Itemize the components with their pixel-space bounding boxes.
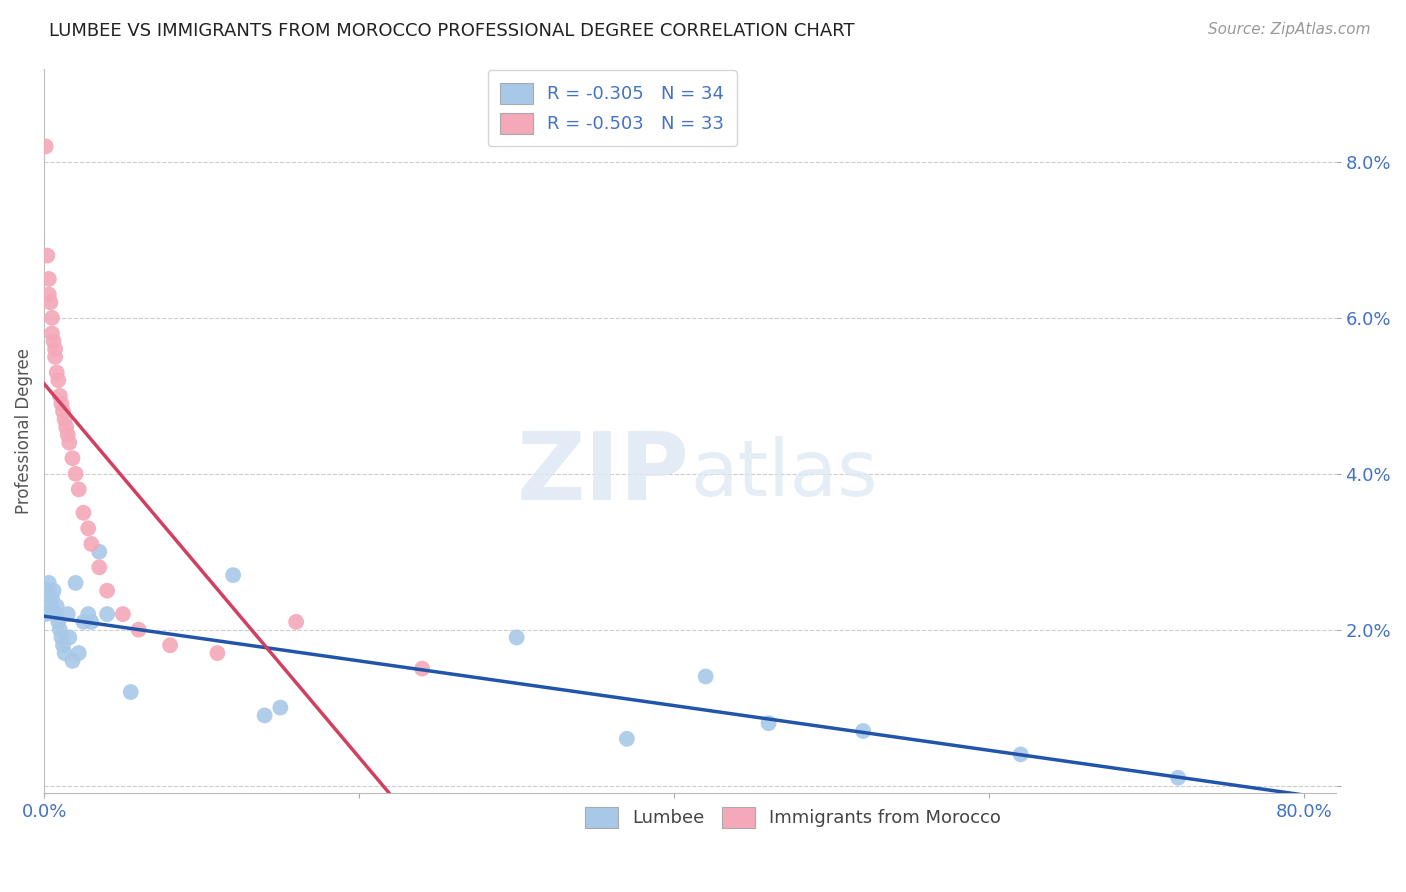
Text: Source: ZipAtlas.com: Source: ZipAtlas.com [1208,22,1371,37]
Point [41,310,63,325]
Point [89,560,111,574]
Point [38,575,60,590]
Point [44,607,66,621]
Y-axis label: Professional Degree: Professional Degree [15,348,32,514]
Point [207,646,229,660]
Text: ZIP: ZIP [517,428,690,520]
Point [65,575,87,590]
Point [1167,771,1189,785]
Point [52,638,75,652]
Point [111,607,134,621]
Point [758,716,780,731]
Point [51,631,73,645]
Point [695,669,717,683]
Point [159,638,181,652]
Point [46,373,69,387]
Legend: Lumbee, Immigrants from Morocco: Lumbee, Immigrants from Morocco [578,800,1008,835]
Point [72,615,94,629]
Point [37,583,59,598]
Point [56,427,79,442]
Point [96,583,118,598]
Point [45,599,67,614]
Point [41,591,63,606]
Point [51,397,73,411]
Point [45,366,67,380]
Point [53,412,76,426]
Point [616,731,638,746]
Point [38,272,60,286]
Point [58,631,80,645]
Point [89,545,111,559]
Point [77,607,100,621]
Point [269,700,291,714]
Point [77,521,100,535]
Point [41,326,63,341]
Point [65,467,87,481]
Point [37,249,59,263]
Point [58,435,80,450]
Point [49,389,72,403]
Point [53,646,76,660]
Point [42,334,65,349]
Point [39,599,62,614]
Point [44,350,66,364]
Point [67,646,90,660]
Point [34,607,56,621]
Point [253,708,276,723]
Point [285,615,308,629]
Point [62,451,84,466]
Point [46,615,69,629]
Point [852,724,875,739]
Point [222,568,245,582]
Point [411,662,433,676]
Point [52,404,75,418]
Point [42,583,65,598]
Point [67,483,90,497]
Point [1010,747,1032,762]
Point [505,631,527,645]
Point [55,420,77,434]
Point [80,615,103,629]
Point [39,295,62,310]
Point [49,623,72,637]
Point [34,139,56,153]
Point [44,342,66,356]
Text: LUMBEE VS IMMIGRANTS FROM MOROCCO PROFESSIONAL DEGREE CORRELATION CHART: LUMBEE VS IMMIGRANTS FROM MOROCCO PROFES… [49,22,855,40]
Point [38,287,60,301]
Point [72,506,94,520]
Point [62,654,84,668]
Point [96,607,118,621]
Point [80,537,103,551]
Point [56,607,79,621]
Point [120,685,142,699]
Text: atlas: atlas [690,436,877,512]
Point [128,623,150,637]
